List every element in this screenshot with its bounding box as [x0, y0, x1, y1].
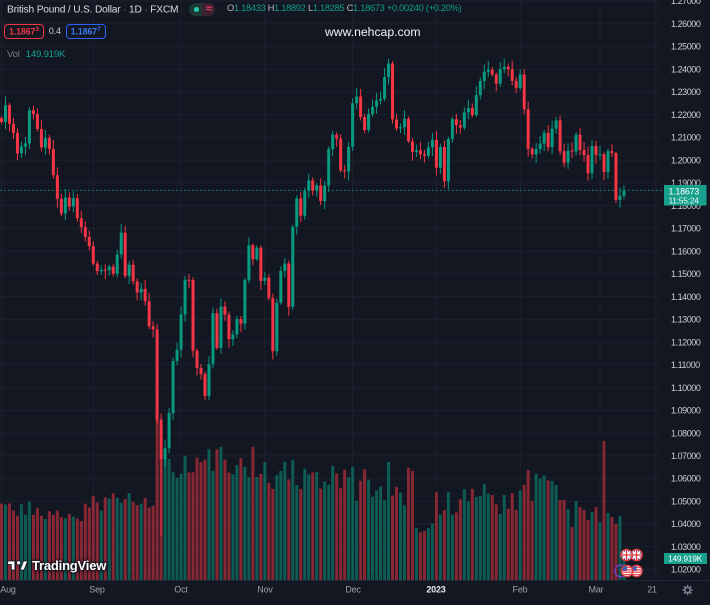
svg-text:21: 21 [647, 585, 657, 595]
svg-text:1.11000: 1.11000 [671, 360, 700, 370]
svg-text:1.24000: 1.24000 [671, 64, 701, 74]
svg-text:1.20000: 1.20000 [671, 155, 701, 165]
svg-text:1.04000: 1.04000 [671, 519, 701, 529]
svg-text:1.07000: 1.07000 [671, 451, 701, 461]
svg-text:1.14000: 1.14000 [671, 292, 701, 302]
svg-text:1.10000: 1.10000 [671, 383, 701, 393]
svg-text:1.19000: 1.19000 [671, 178, 701, 188]
svg-text:Nov: Nov [257, 585, 273, 595]
svg-text:Feb: Feb [513, 585, 528, 595]
svg-text:1.26000: 1.26000 [671, 19, 701, 29]
svg-text:1.05000: 1.05000 [671, 497, 701, 507]
svg-text:1.12000: 1.12000 [671, 337, 701, 347]
svg-text:Oct: Oct [174, 585, 188, 595]
svg-text:1.18673: 1.18673 [669, 187, 700, 197]
svg-text:149.919K: 149.919K [668, 554, 703, 564]
svg-text:1.06000: 1.06000 [671, 474, 701, 484]
svg-text:11:55:24: 11:55:24 [669, 196, 700, 206]
svg-text:1.21000: 1.21000 [671, 133, 701, 143]
svg-text:Dec: Dec [345, 585, 361, 595]
svg-text:1.16000: 1.16000 [671, 246, 701, 256]
svg-text:1.17000: 1.17000 [671, 224, 701, 234]
svg-text:Aug: Aug [0, 585, 16, 595]
svg-text:Sep: Sep [89, 585, 105, 595]
svg-text:1.27000: 1.27000 [671, 0, 701, 6]
svg-text:1.22000: 1.22000 [671, 110, 701, 120]
svg-text:Mar: Mar [589, 585, 604, 595]
svg-text:1.15000: 1.15000 [671, 269, 701, 279]
svg-text:1.02000: 1.02000 [671, 565, 701, 575]
svg-text:1.08000: 1.08000 [671, 428, 701, 438]
svg-text:1.25000: 1.25000 [671, 42, 701, 52]
svg-text:1.09000: 1.09000 [671, 406, 701, 416]
svg-text:2023: 2023 [426, 585, 445, 595]
svg-text:1.18000: 1.18000 [671, 201, 701, 211]
svg-text:1.23000: 1.23000 [671, 87, 701, 97]
svg-text:1.03000: 1.03000 [671, 542, 701, 552]
svg-text:1.13000: 1.13000 [671, 315, 701, 325]
